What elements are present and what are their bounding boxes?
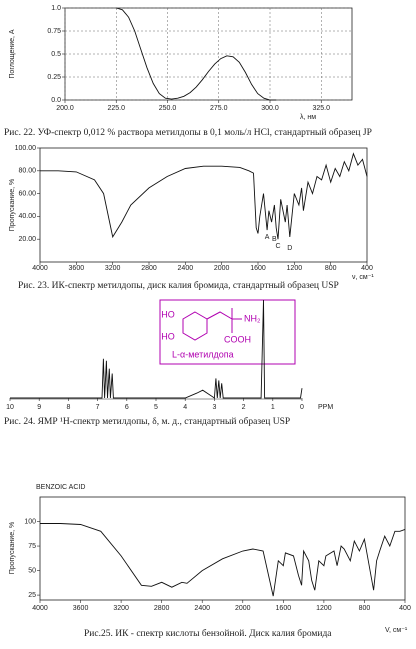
x-tick-label: 275.0: [210, 105, 228, 112]
structure-label: NH₂: [244, 313, 261, 323]
structure-diagram: HO HO NH₂ COOH L-α-метилдопа: [159, 299, 296, 365]
x-tick-label: 225.0: [107, 105, 125, 112]
x-tick-label: 3600: [69, 265, 85, 272]
plot-frame: [64, 7, 353, 101]
x-tick-label: 1200: [316, 605, 332, 612]
x-tick-label: 800: [325, 265, 337, 272]
x-tick-label: 1600: [276, 605, 292, 612]
x-axis-label: V, см⁻¹: [385, 627, 408, 634]
x-tick-label: 300.0: [261, 105, 279, 112]
plot-frame: [39, 147, 368, 263]
x-tick-label: 2400: [194, 605, 210, 612]
x-axis-label: ν, см⁻¹: [352, 274, 374, 281]
x-tick-label: 4000: [32, 265, 48, 272]
peak-annotation: B: [272, 236, 277, 243]
y-tick-label: 0.75: [47, 28, 61, 35]
peak-annotation: D: [287, 245, 292, 252]
x-tick-label: 8: [66, 404, 70, 411]
y-tick-label: 60.00: [18, 190, 36, 197]
peak-annotation: A: [265, 234, 270, 241]
y-tick-label: 1.0: [51, 5, 61, 12]
x-tick-label: 2400: [178, 265, 194, 272]
figure-caption: Рис. 23. ИК-спектр метилдопы, диск калия…: [18, 280, 339, 291]
spectrum-line: [40, 523, 406, 597]
x-tick-label: 200.0: [56, 105, 74, 112]
structure-name: L-α-метилдопа: [172, 349, 234, 359]
y-axis-label: Пропускание, %: [9, 522, 16, 574]
x-tick-label: 3200: [113, 605, 129, 612]
x-tick-label: 250.0: [159, 105, 177, 112]
y-tick-label: 0.0: [51, 97, 61, 104]
x-tick-label: 2800: [154, 605, 170, 612]
x-tick-label: 7: [96, 404, 100, 411]
x-axis-label: PPM: [318, 404, 333, 411]
peak-annotation: C: [275, 243, 280, 250]
y-tick-label: 25: [28, 592, 36, 599]
chart-title: BENZOIC ACID: [36, 484, 85, 491]
spectrum-line: [10, 299, 303, 399]
x-tick-label: 1600: [250, 265, 266, 272]
x-tick-label: 9: [37, 404, 41, 411]
y-axis-label: Поглощение, A: [9, 29, 16, 79]
spectrum-line: [116, 7, 277, 101]
structure-label: COOH: [224, 334, 251, 344]
y-tick-label: 50: [28, 567, 36, 574]
y-tick-label: 80.00: [18, 168, 36, 175]
figure-caption: Рис. 24. ЯМР ¹H-спектр метилдопы, δ, м. …: [4, 416, 290, 427]
x-tick-label: 400: [361, 265, 373, 272]
x-axis-label: λ, нм: [300, 114, 316, 121]
x-tick-label: 1200: [287, 265, 303, 272]
y-tick-label: 0.5: [51, 51, 61, 58]
x-tick-label: 4000: [32, 605, 48, 612]
x-tick-label: 2000: [235, 605, 251, 612]
figure-caption: Рис.25. ИК - спектр кислоты бензойной. Д…: [84, 628, 332, 639]
x-tick-label: 2800: [141, 265, 157, 272]
x-tick-label: 6: [125, 404, 129, 411]
spectrum-line: [40, 152, 368, 240]
x-tick-label: 1: [271, 404, 275, 411]
y-tick-label: 40.00: [18, 213, 36, 220]
y-tick-label: 100: [24, 518, 36, 525]
x-tick-label: 2: [242, 404, 246, 411]
x-tick-label: 3200: [105, 265, 121, 272]
x-tick-label: 3600: [73, 605, 89, 612]
x-tick-label: 4: [183, 404, 187, 411]
x-tick-label: 10: [6, 404, 14, 411]
x-tick-label: 5: [154, 404, 158, 411]
y-tick-label: 20.00: [18, 236, 36, 243]
y-axis-label: Пропускание, %: [9, 179, 16, 231]
x-tick-label: 2000: [214, 265, 230, 272]
x-tick-label: 400: [399, 605, 411, 612]
structure-label: HO: [161, 331, 175, 341]
x-tick-label: 325.0: [312, 105, 330, 112]
side-chain: [206, 311, 233, 333]
plot-frame: [39, 496, 406, 601]
y-tick-label: 75: [28, 543, 36, 550]
y-tick-label: 0.25: [47, 74, 61, 81]
y-tick-label: 100.00: [15, 145, 37, 152]
x-tick-label: 800: [359, 605, 371, 612]
x-tick-label: 3: [212, 404, 216, 411]
structure-label: HO: [161, 309, 175, 319]
figure-caption: Рис. 22. УФ-спектр 0,012 % раствора мети…: [4, 127, 372, 138]
x-tick-label: 0: [300, 404, 304, 411]
